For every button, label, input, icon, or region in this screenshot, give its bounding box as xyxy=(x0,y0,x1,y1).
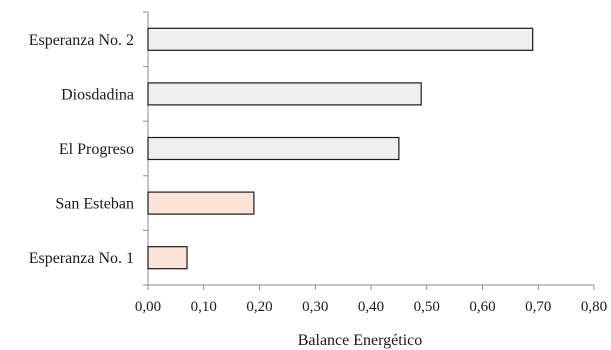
category-label: San Esteban xyxy=(55,196,134,213)
x-tick-label: 0,70 xyxy=(525,299,551,315)
x-axis-title: Balance Energético xyxy=(298,332,423,349)
category-label: Esperanza No. 1 xyxy=(29,250,134,267)
category-label: El Progreso xyxy=(59,141,134,158)
category-label: Esperanza No. 2 xyxy=(29,32,134,49)
category-label: Diosdadina xyxy=(61,86,134,103)
x-tick-label: 0,30 xyxy=(302,299,328,315)
x-tick-label: 0,60 xyxy=(469,299,495,315)
bars-group xyxy=(147,27,534,270)
x-tick-label: 0,00 xyxy=(135,299,161,315)
category-labels: Esperanza No. 2 Diosdadina El Progreso San … xyxy=(29,32,134,267)
bar xyxy=(147,191,255,215)
x-tick-label: 0,10 xyxy=(191,299,217,315)
x-tick-label: 0,50 xyxy=(414,299,440,315)
x-tick-label: 0,80 xyxy=(581,299,607,315)
x-tick-label: 0,40 xyxy=(358,299,384,315)
bar xyxy=(147,246,188,270)
bar xyxy=(147,82,422,106)
bar xyxy=(147,27,534,51)
x-tick-labels: 0,00 0,10 0,20 0,30 0,40 0,50 0,60 0,70 0,80 xyxy=(135,299,607,315)
x-tick-label: 0,20 xyxy=(246,299,272,315)
bar xyxy=(147,136,400,161)
